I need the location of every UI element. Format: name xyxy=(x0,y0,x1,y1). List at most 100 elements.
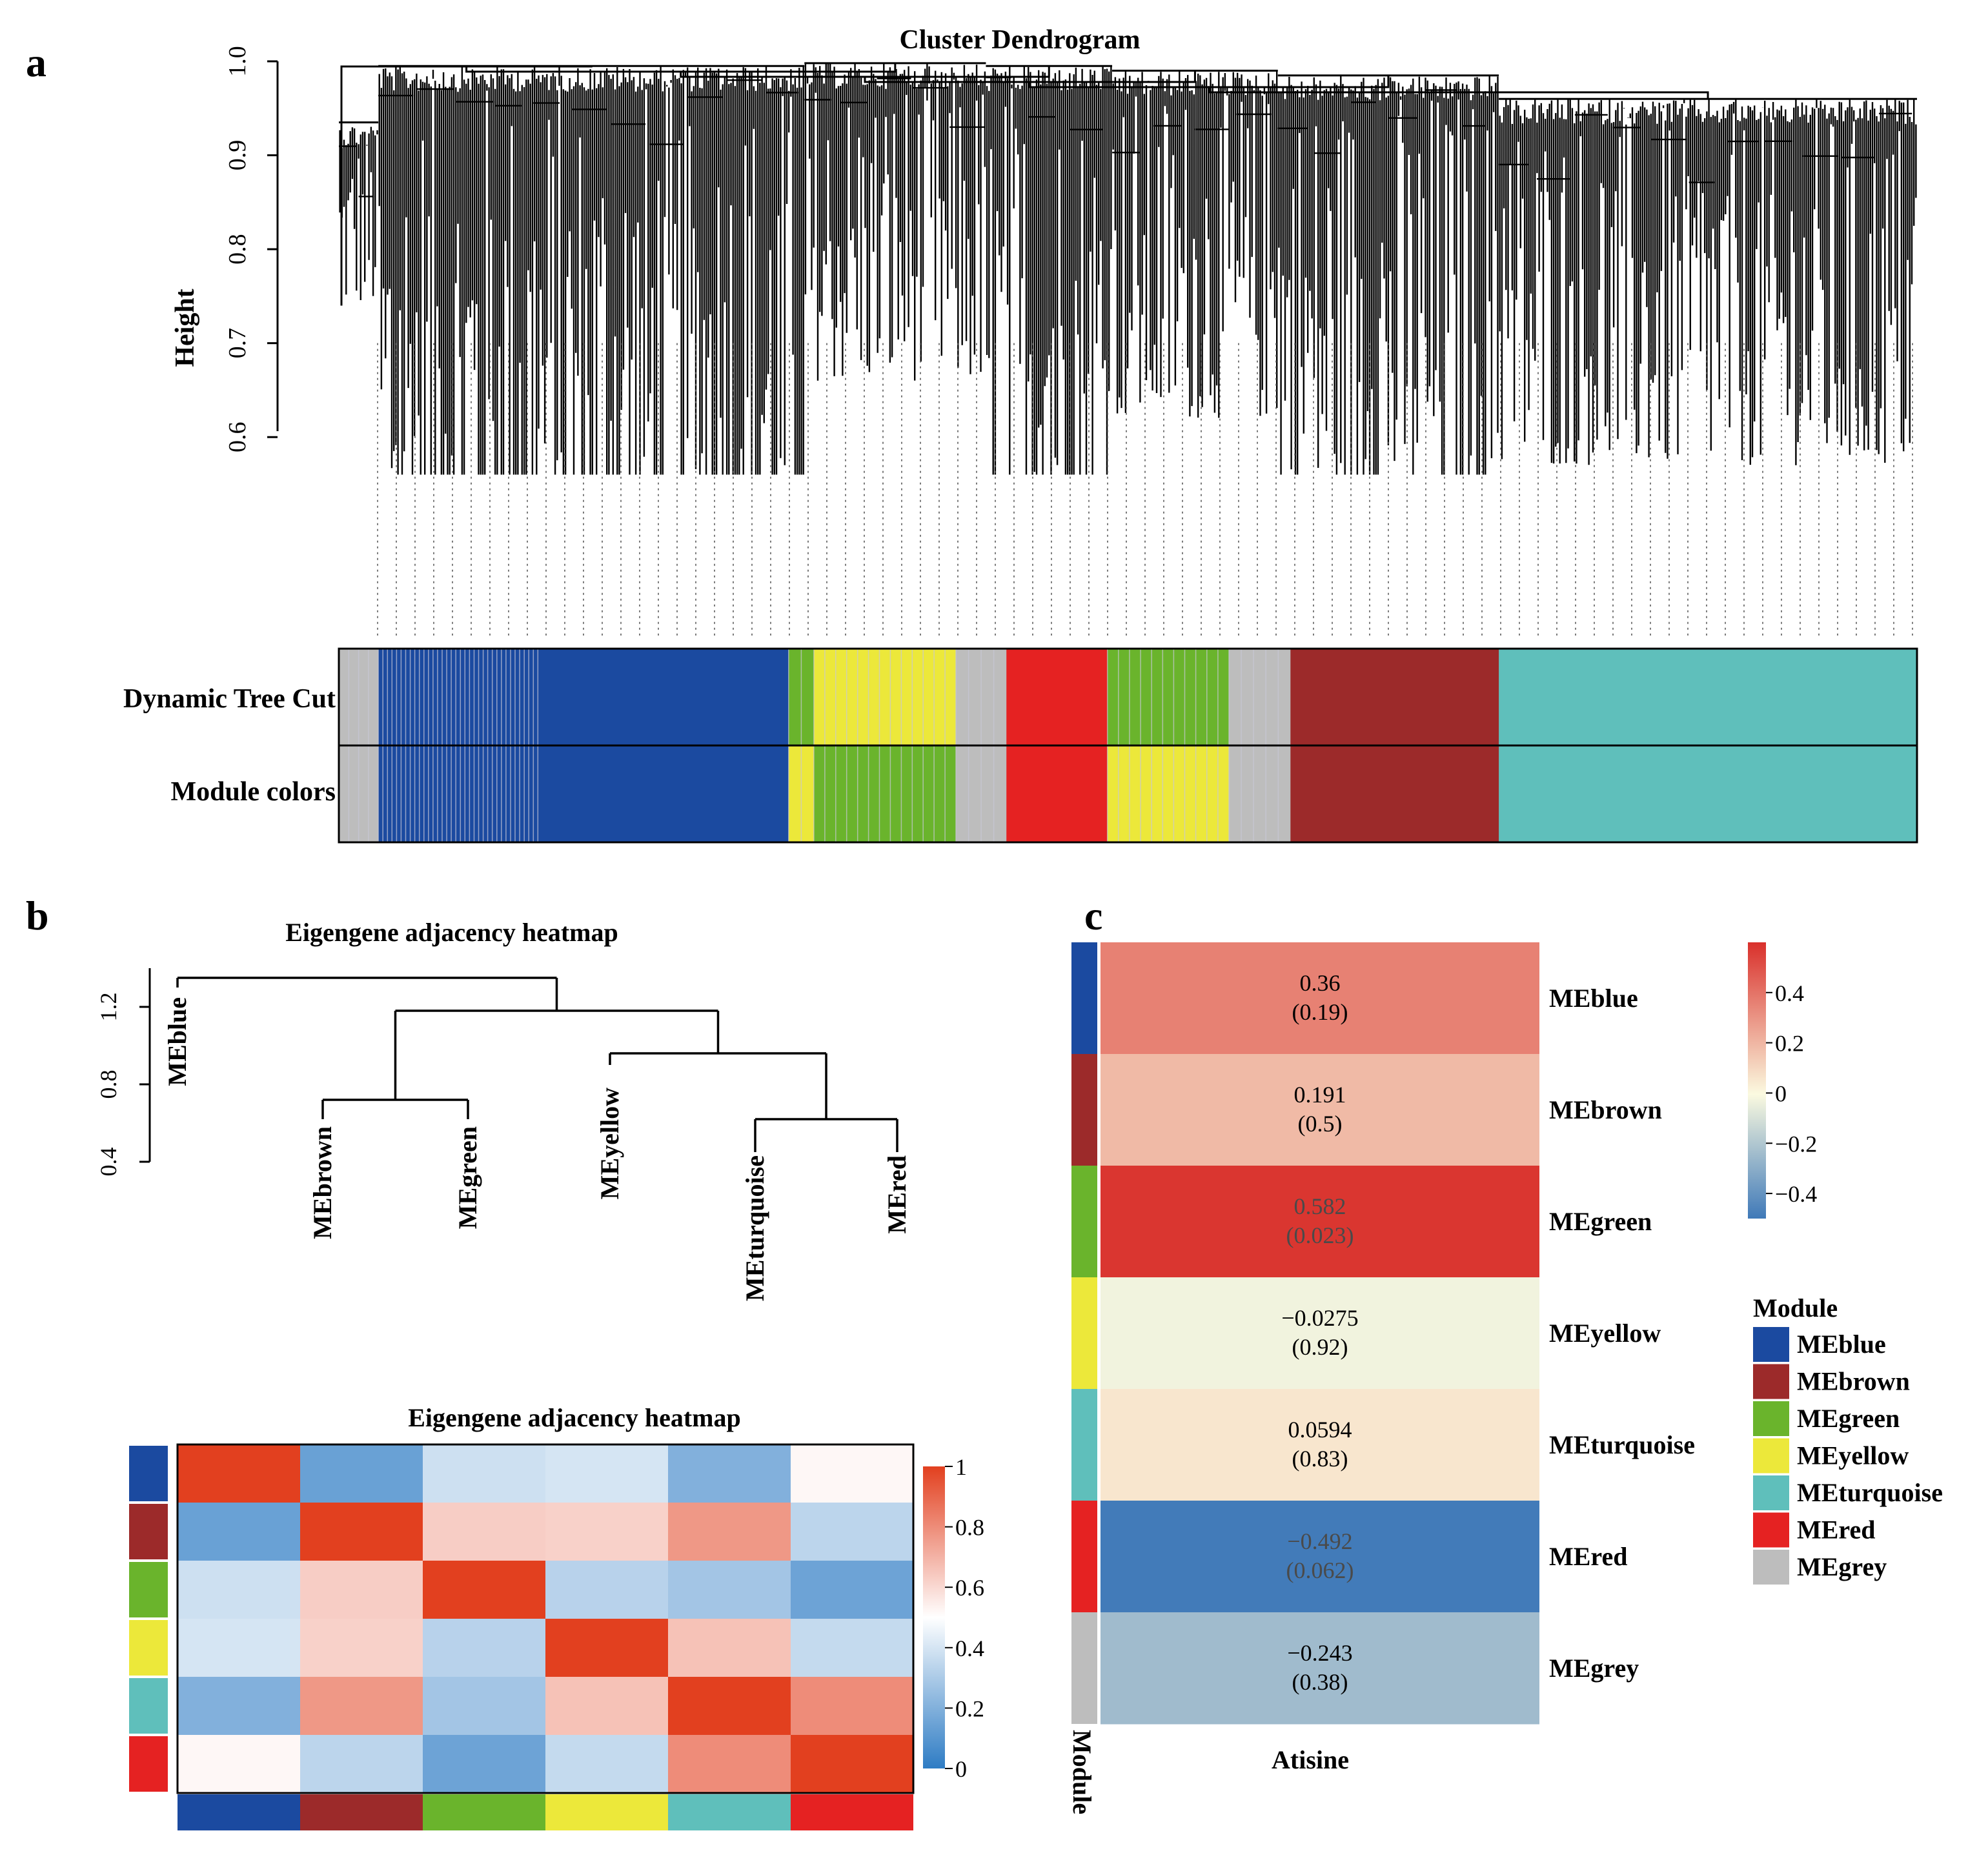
correlation-value: −0.492 xyxy=(1287,1528,1352,1554)
trait-cell-red xyxy=(1100,1501,1539,1613)
col-module-brown xyxy=(300,1794,423,1830)
dendrogram-subclusters-blue xyxy=(378,79,798,145)
heatmap-cell-green-brown xyxy=(300,1561,423,1619)
row-label-mebrown: MEbrown xyxy=(1549,1095,1662,1124)
legend-swatch-green xyxy=(1753,1401,1789,1436)
heatmap-cell-brown-red xyxy=(791,1503,914,1561)
correlation-pvalue: (0.92) xyxy=(1292,1334,1348,1360)
y-tick-label: 0.8 xyxy=(224,234,251,265)
heatmap-cell-brown-green xyxy=(423,1503,546,1561)
row-module-brown xyxy=(129,1504,168,1559)
col-module-red xyxy=(791,1794,913,1830)
correlation-colorbar: 0.4 0.2 0 −0.2 −0.4 xyxy=(1748,942,1817,1219)
row-module-blue xyxy=(129,1446,168,1501)
module-legend-title: Module xyxy=(1753,1293,1838,1322)
colorbar-tick-label: 1 xyxy=(955,1454,967,1480)
panel-label-c: c xyxy=(1084,893,1102,938)
leaf-label-megreen: MEgreen xyxy=(453,1126,482,1229)
panel-label-b: b xyxy=(26,893,49,938)
heatmap-cell-turquoise-yellow xyxy=(545,1677,669,1736)
color-row-segment-yellow xyxy=(813,649,957,745)
colorbar-tick-label: −0.2 xyxy=(1775,1131,1817,1157)
legend-swatch-brown xyxy=(1753,1364,1789,1399)
legend-label-red: MEred xyxy=(1797,1515,1875,1545)
trait-cell-blue xyxy=(1100,942,1539,1055)
heatmap-cell-turquoise-brown xyxy=(300,1677,423,1736)
module-annotation-green xyxy=(1071,1166,1097,1277)
trait-cell-turquoise xyxy=(1100,1389,1539,1501)
legend-label-green: MEgreen xyxy=(1797,1404,1900,1433)
col-module-green xyxy=(423,1794,545,1830)
heatmap-cell-blue-brown xyxy=(300,1444,423,1503)
adjacency-heatmap-title: Eigengene adjacency heatmap xyxy=(408,1403,741,1432)
heatmap-cell-yellow-turquoise xyxy=(668,1619,791,1677)
panel-label-a: a xyxy=(26,39,46,85)
legend-label-grey: MEgrey xyxy=(1797,1552,1887,1581)
heatmap-cell-yellow-red xyxy=(791,1619,914,1677)
colorbar-tick-label: 0.4 xyxy=(1775,980,1804,1006)
legend-swatch-grey xyxy=(1753,1550,1789,1585)
heatmap-cell-red-brown xyxy=(300,1735,423,1794)
trait-cell-green xyxy=(1100,1166,1539,1278)
correlation-value: 0.582 xyxy=(1294,1193,1346,1219)
correlation-value: 0.36 xyxy=(1300,970,1341,996)
row-label-meturquoise: MEturquoise xyxy=(1549,1430,1695,1459)
heatmap-cell-green-red xyxy=(791,1561,914,1619)
heatmap-cell-blue-yellow xyxy=(545,1444,669,1503)
legend-swatch-blue xyxy=(1753,1327,1789,1362)
correlation-value: 0.0594 xyxy=(1288,1417,1352,1443)
heatmap-cell-turquoise-blue xyxy=(178,1677,301,1736)
color-row-segment-blue xyxy=(378,649,789,745)
heatmap-cell-brown-yellow xyxy=(545,1503,669,1561)
dendrogram-subclusters-yellow xyxy=(804,77,984,128)
color-row-segment-brown xyxy=(1290,649,1499,745)
b-y-axis-ticks: 0.4 0.8 1.2 xyxy=(96,993,150,1177)
eigengene-dendrogram xyxy=(176,977,898,1152)
colorbar-tick-label: 0.2 xyxy=(1775,1031,1804,1057)
leaf-label-meblue: MEblue xyxy=(163,997,192,1086)
dendrogram-subclusters-turquoise xyxy=(1499,112,1912,183)
heatmap-cell-blue-blue xyxy=(178,1444,301,1503)
y-tick-label: 1.0 xyxy=(224,46,251,77)
color-row-segment-green xyxy=(1107,649,1230,745)
color-row-segment-blue xyxy=(378,745,789,842)
eigengene-leaf-labels: MEblue MEbrown MEgreen MEyellow MEturquoise M… xyxy=(163,997,911,1301)
module-annotation-red xyxy=(1071,1501,1097,1612)
heatmap-cell-yellow-green xyxy=(423,1619,546,1677)
legend-label-blue: MEblue xyxy=(1797,1330,1886,1359)
y-tick-label: 0.9 xyxy=(224,140,251,170)
color-row-segment-green xyxy=(813,745,957,842)
correlation-pvalue: (0.38) xyxy=(1292,1669,1348,1695)
b-y-tick-label: 0.8 xyxy=(96,1070,121,1099)
b-y-tick-label: 0.4 xyxy=(96,1148,121,1177)
color-row-segment-red xyxy=(1006,745,1108,842)
colorbar-tick-label: 0.4 xyxy=(955,1636,984,1661)
col-module-blue xyxy=(178,1794,300,1830)
heatmap-cell-turquoise-red xyxy=(791,1677,914,1736)
module-annotation-grey xyxy=(1071,1612,1097,1724)
adjacency-heatmap xyxy=(129,1443,915,1830)
panel-b: b Eigengene adjacency heatmap 0.40.81.2 … xyxy=(26,893,984,1830)
panel-a: a Cluster Dendrogram Height 0.6 0.7 0.8 0.9… xyxy=(26,25,1918,844)
heatmap-cell-blue-turquoise xyxy=(668,1444,791,1503)
color-row-segment-yellow xyxy=(1107,745,1230,842)
module-annotation-turquoise xyxy=(1071,1389,1097,1501)
colorbar-tick-label: 0 xyxy=(955,1756,967,1782)
color-row-segment-turquoise xyxy=(1499,649,1918,745)
heatmap-cell-turquoise-green xyxy=(423,1677,546,1736)
correlation-value: −0.243 xyxy=(1287,1640,1352,1666)
module-legend: MEblue MEbrown MEgreen MEyellow MEturquoise M… xyxy=(1753,1327,1943,1585)
colorbar-tick-label: 0.8 xyxy=(955,1515,984,1541)
heatmap-cell-green-green xyxy=(423,1561,546,1619)
heatmap-cell-blue-red xyxy=(791,1444,914,1503)
leaf-label-mered: MEred xyxy=(882,1155,911,1233)
heatmap-cell-yellow-blue xyxy=(178,1619,301,1677)
adjacency-colorbar: 0 0.2 0.4 0.6 0.8 1 xyxy=(923,1454,984,1782)
row-label-meblue: MEblue xyxy=(1549,984,1638,1013)
correlation-colorbar-gradient xyxy=(1748,942,1766,1219)
row-label-megreen: MEgreen xyxy=(1549,1207,1652,1236)
correlation-pvalue: (0.83) xyxy=(1292,1446,1348,1472)
col-module-turquoise xyxy=(668,1794,791,1830)
heatmap-cell-red-red xyxy=(791,1735,914,1794)
row-module-red xyxy=(129,1736,168,1792)
